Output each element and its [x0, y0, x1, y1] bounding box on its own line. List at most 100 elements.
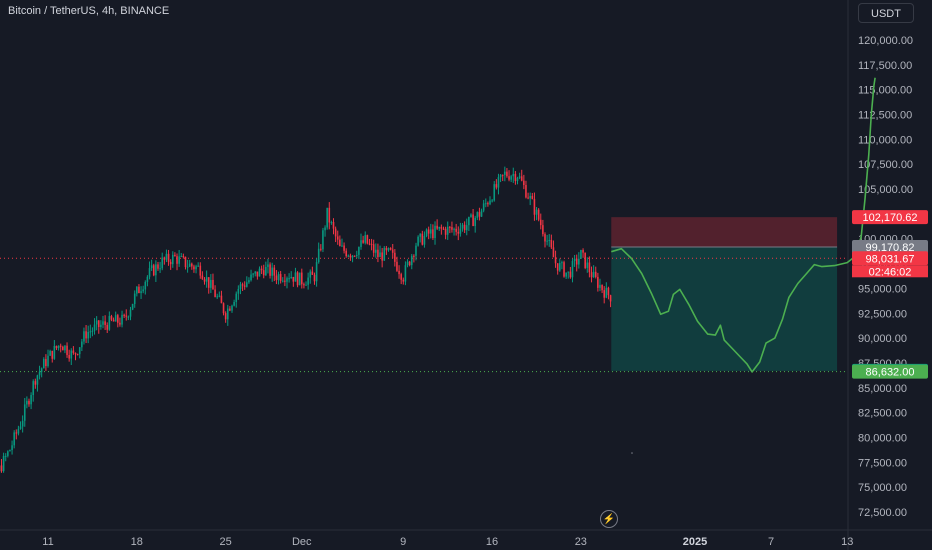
- candle-body: [558, 262, 561, 271]
- candle-body: [262, 270, 265, 276]
- candle-body: [527, 197, 529, 199]
- countdown-label: 02:46:02: [869, 266, 912, 278]
- candle-body: [571, 261, 574, 278]
- candle-body: [0, 465, 3, 472]
- candle-body: [38, 371, 41, 376]
- candle-body: [191, 263, 193, 267]
- lightning-icon[interactable]: ⚡: [600, 510, 618, 528]
- y-tick-label: 115,000.00: [858, 85, 912, 97]
- candle-body: [389, 248, 392, 250]
- candle-body: [355, 254, 358, 256]
- candle-body: [138, 286, 140, 294]
- candle-body: [364, 235, 367, 243]
- candle-body: [64, 345, 66, 351]
- candle-body: [410, 255, 413, 266]
- candle-body: [9, 450, 11, 452]
- candle-body: [497, 177, 500, 188]
- candle-body: [578, 258, 580, 265]
- candle-body: [313, 274, 316, 282]
- candle-body: [561, 262, 563, 264]
- candle-body: [580, 249, 582, 259]
- candle-body: [366, 235, 369, 244]
- currency-selector[interactable]: USDT: [858, 3, 914, 23]
- candle-body: [423, 235, 426, 245]
- candle-body: [239, 284, 242, 289]
- candle-body: [182, 256, 185, 258]
- candle-body: [267, 264, 269, 267]
- candle-body: [106, 324, 109, 330]
- candle-body: [432, 229, 434, 239]
- candle-body: [235, 293, 238, 302]
- candle-body: [229, 308, 231, 311]
- candle-body: [586, 262, 589, 268]
- y-tick-label: 75,000.00: [858, 482, 907, 494]
- y-tick-label: 85,000.00: [858, 383, 907, 395]
- candle-body: [241, 284, 244, 286]
- candle-body: [53, 345, 56, 359]
- take-profit-zone[interactable]: [611, 246, 838, 371]
- candle-body: [197, 265, 199, 267]
- candle-body: [112, 319, 115, 322]
- candle-body: [379, 252, 381, 258]
- candle-body: [472, 214, 474, 227]
- candle-body: [78, 347, 81, 355]
- candle-body: [444, 228, 447, 235]
- candle-body: [248, 280, 250, 283]
- candle-body: [216, 296, 218, 298]
- candle-body: [400, 274, 402, 280]
- candle-body: [226, 308, 229, 320]
- x-tick-label: 16: [486, 536, 498, 548]
- x-tick-label: 2025: [683, 536, 707, 548]
- candle-body: [465, 225, 468, 231]
- candle-body: [387, 248, 390, 251]
- candle-body: [341, 245, 343, 247]
- y-tick-label: 112,500.00: [858, 110, 912, 122]
- candle-body: [119, 322, 121, 325]
- candle-body: [358, 246, 360, 255]
- candle-body: [599, 284, 601, 288]
- candle-body: [372, 244, 375, 253]
- candle-body: [523, 180, 525, 185]
- candle-body: [550, 239, 553, 248]
- price-badge: [852, 210, 928, 225]
- candle-body: [421, 233, 424, 245]
- candle-body: [260, 268, 263, 271]
- candle-body: [584, 252, 586, 268]
- candle-body: [554, 257, 557, 264]
- candle-body: [161, 257, 164, 269]
- candle-body: [150, 265, 153, 269]
- candle-body: [87, 331, 89, 339]
- candle-body: [224, 313, 227, 320]
- candle-body: [174, 254, 176, 257]
- candle-body: [429, 229, 432, 234]
- candle-body: [419, 233, 422, 237]
- candle-body: [353, 255, 356, 257]
- candle-body: [487, 203, 489, 205]
- candle-body: [391, 249, 394, 253]
- candle-body: [127, 316, 130, 318]
- candle-body: [510, 176, 512, 180]
- candle-body: [451, 227, 453, 230]
- candle-body: [326, 207, 328, 228]
- candle-body: [592, 271, 595, 278]
- candle-body: [146, 276, 149, 282]
- candle-body: [210, 279, 212, 288]
- candle-body: [504, 171, 506, 175]
- y-tick-label: 120,000.00: [858, 35, 913, 47]
- stop-loss-zone[interactable]: [611, 217, 838, 247]
- candle-body: [49, 350, 51, 356]
- candle-body: [468, 216, 470, 226]
- candle-body: [165, 253, 168, 260]
- cursor-dot: [631, 452, 633, 454]
- x-tick-label: 9: [400, 536, 406, 548]
- candle-body: [516, 177, 519, 181]
- candle-body: [250, 274, 252, 281]
- candle-body: [491, 200, 493, 202]
- candle-body: [254, 271, 257, 274]
- candle-body: [529, 195, 531, 199]
- candle-body: [493, 184, 496, 201]
- candle-body: [23, 404, 26, 421]
- candle-body: [539, 219, 542, 226]
- candle-body: [499, 174, 502, 178]
